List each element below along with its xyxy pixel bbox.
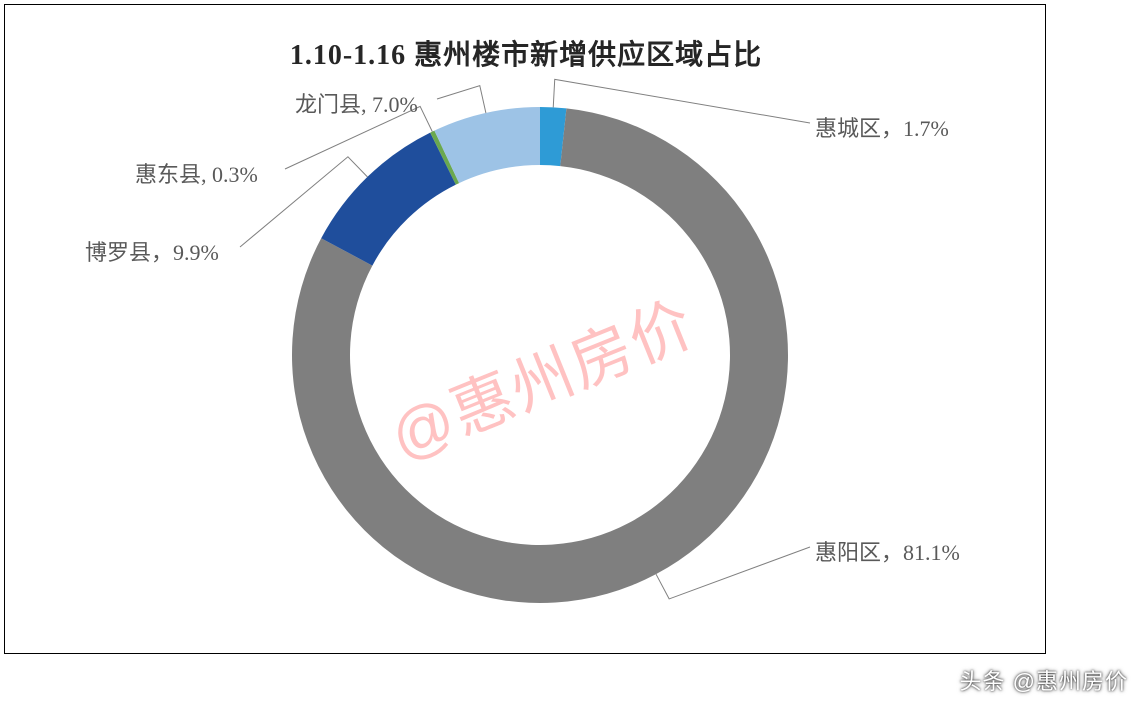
watermark-footer: 头条 @惠州房价 bbox=[960, 664, 1128, 696]
chart-title: 1.10-1.16 惠州楼市新增供应区域占比 bbox=[5, 33, 1047, 73]
donut-chart bbox=[290, 105, 790, 605]
slice-label-boluo: 博罗县，9.9% bbox=[85, 235, 219, 267]
slice-博罗县 bbox=[321, 133, 456, 266]
slice-label-huicheng: 惠城区，1.7% bbox=[815, 111, 949, 143]
slice-label-huidong: 惠东县, 0.3% bbox=[135, 157, 258, 189]
chart-frame: 1.10-1.16 惠州楼市新增供应区域占比 惠城区，1.7% 惠阳区，81.1… bbox=[4, 4, 1046, 654]
slice-label-huiyang: 惠阳区，81.1% bbox=[815, 535, 960, 567]
slice-label-longmen: 龙门县, 7.0% bbox=[295, 87, 418, 119]
